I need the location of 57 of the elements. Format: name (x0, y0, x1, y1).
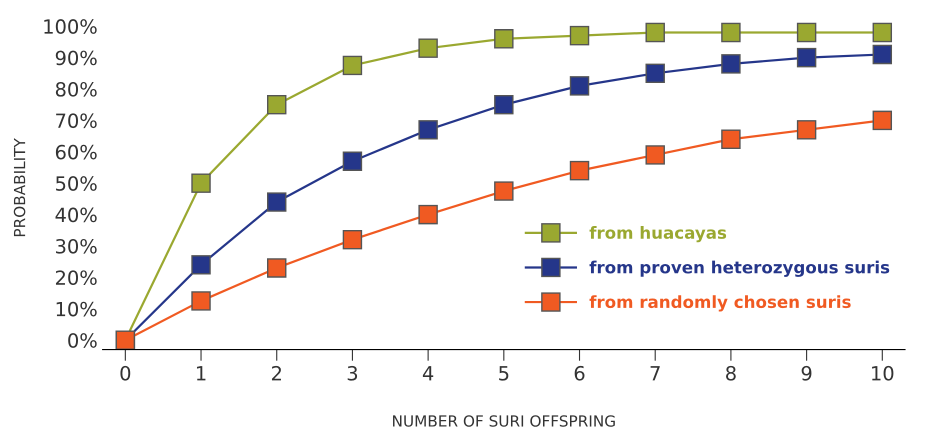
point (645, 145, 665, 165)
point (342, 230, 362, 250)
y-tick-label: 50% (56, 176, 97, 191)
x-tick-label: 0 (120, 366, 130, 381)
point (267, 192, 286, 212)
x-tick-label: 9 (802, 366, 812, 381)
point (267, 258, 286, 278)
x-tick-label: 7 (650, 366, 660, 380)
point (418, 204, 438, 224)
point (872, 44, 892, 64)
y-axis-title: PROBABILITY (14, 138, 26, 236)
point (191, 173, 211, 193)
x-tick-label: 10 (872, 366, 894, 381)
x-axis-title: NUMBER OF SURI OFFSPRING (393, 415, 615, 427)
point (191, 291, 211, 311)
point (494, 94, 514, 114)
y-tick-label: 40% (56, 208, 97, 222)
x-tick-label: 1 (196, 366, 206, 380)
point (645, 64, 665, 84)
point (570, 76, 590, 96)
point (342, 152, 362, 171)
legend-label: from randomly chosen suris (590, 295, 851, 312)
y-tick-label: 10% (56, 302, 97, 316)
point (645, 22, 665, 42)
point (494, 29, 514, 48)
point (721, 22, 741, 42)
point (342, 56, 362, 76)
point (796, 22, 816, 42)
x-tick-label: 4 (422, 366, 434, 380)
point (191, 255, 211, 275)
y-tick-label: 70% (56, 113, 97, 128)
point (418, 120, 438, 140)
y-tick-label: 90% (56, 50, 97, 66)
x-tick-label: 8 (726, 366, 736, 381)
y-tick-label: 60% (56, 144, 97, 160)
point (570, 160, 590, 180)
point (721, 130, 741, 149)
legend-label: from proven heterozygous suris (590, 260, 890, 277)
x-tick-label: 6 (574, 366, 584, 381)
point (267, 94, 286, 114)
x-tick-label: 3 (348, 366, 358, 381)
point (418, 38, 438, 58)
y-tick-label: 0% (68, 333, 97, 348)
point (796, 120, 816, 140)
y-tick-label: 80% (56, 82, 97, 97)
y-tick-label: 30% (56, 238, 97, 254)
point (872, 110, 892, 130)
point (570, 26, 590, 46)
legend-label: from huacayas (590, 226, 726, 242)
y-tick-label: 100% (44, 19, 97, 34)
y-tick-label: 20% (56, 270, 97, 286)
x-tick-label: 5 (499, 366, 508, 381)
x-tick-label: 2 (272, 366, 281, 380)
point (796, 48, 816, 68)
point (721, 54, 741, 74)
point (494, 181, 514, 201)
point (872, 22, 892, 42)
